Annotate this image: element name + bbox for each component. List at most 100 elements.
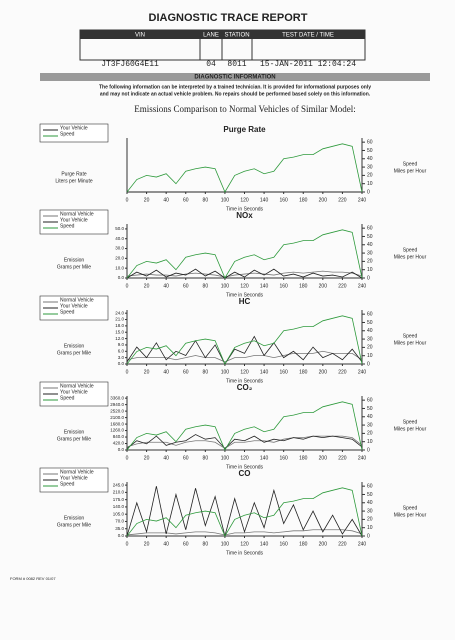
legend-label: Speed [60,223,75,229]
y-tick-label: 140.0 [113,504,125,509]
x-tick-label: 100 [221,369,230,375]
x-tick-label: 80 [203,541,209,547]
y2-tick-label: 40 [367,328,373,334]
series-line [126,486,363,537]
y2-tick-label: 0 [367,275,370,281]
x-tick-label: 100 [221,455,230,461]
column-header: STATION [224,33,249,39]
series-line [126,350,363,363]
y2-tick-label: 10 [367,439,373,445]
x-tick-label: 140 [260,369,269,375]
series-line [126,143,363,193]
x-tick-label: 160 [279,455,288,461]
y-tick-label: 3.0 [118,355,125,360]
x-tick-label: 40 [163,455,169,461]
chart-title: HC [239,297,251,306]
chart-title: Purge Rate [223,125,266,134]
legend-box [39,123,109,143]
legend-label: Normal Vehicle [60,469,94,475]
x-tick-label: 200 [319,197,328,203]
y2-tick-label: 60 [367,225,373,231]
y2-tick-label: 50 [367,492,373,498]
x-tick-label: 40 [163,283,169,289]
series-line [126,315,363,365]
y2-axis-label: Miles per Hour [394,512,427,518]
notice: and may not indicate an actual vehicle p… [100,91,371,97]
y2-tick-label: 40 [367,500,373,506]
x-tick-label: 20 [144,455,150,461]
legend-label: Your Vehicle [60,125,88,131]
y-tick-label: 175.0 [113,497,125,502]
x-tick-label: 140 [260,541,269,547]
y-tick-label: 30.0 [115,246,124,251]
y2-tick-label: 20 [367,431,373,437]
y-tick-label: 18.0 [115,323,124,328]
section-bar [40,73,430,81]
x-tick-label: 20 [144,283,150,289]
y2-tick-label: 20 [367,173,373,179]
y2-tick-label: 0 [367,361,370,367]
series-line [126,435,363,449]
y-tick-label: 35.0 [115,526,124,531]
y2-tick-label: 10 [367,353,373,359]
y2-axis-label: Speed [403,419,418,425]
legend-label: Your Vehicle [60,217,88,223]
x-axis-label: Time in Seconds [226,378,264,384]
x-tick-label: 120 [240,541,249,547]
x-tick-label: 220 [338,541,347,547]
x-tick-label: 180 [299,455,308,461]
y-axis-label: Emission [64,515,85,521]
x-tick-label: 100 [221,541,230,547]
x-tick-label: 80 [203,369,209,375]
x-tick-label: 80 [203,455,209,461]
y-tick-label: 3360.0 [110,395,124,400]
y2-tick-label: 10 [367,525,373,531]
x-tick-label: 80 [203,283,209,289]
x-tick-label: 200 [319,369,328,375]
y-tick-label: 840.0 [113,434,125,439]
y-axis-label: Grams per Mile [57,436,91,442]
legend-label: Your Vehicle [60,303,88,309]
series-line [126,487,363,537]
y-tick-label: 2940.0 [110,402,124,407]
x-tick-label: 60 [183,541,189,547]
column-header: TEST DATE / TIME [282,33,334,39]
x-tick-label: 200 [319,455,328,461]
series-line [126,270,363,278]
y2-tick-label: 30 [367,336,373,342]
y-tick-label: 20.0 [115,256,124,261]
x-tick-label: 120 [240,197,249,203]
y-tick-label: 70.0 [115,519,124,524]
x-tick-label: 0 [126,455,129,461]
y2-tick-label: 30 [367,422,373,428]
x-tick-label: 160 [279,283,288,289]
x-tick-label: 240 [358,197,367,203]
y2-tick-label: 50 [367,406,373,412]
y2-tick-label: 60 [367,311,373,317]
y-tick-label: 40.0 [115,236,124,241]
x-tick-label: 60 [183,369,189,375]
x-tick-label: 140 [260,455,269,461]
legend-label: Normal Vehicle [60,211,94,217]
x-tick-label: 100 [221,197,230,203]
y2-axis-label: Miles per Hour [394,426,427,432]
chart-title: NOx [236,211,253,220]
x-tick-label: 20 [144,197,150,203]
y-tick-label: 245.0 [113,482,125,487]
date-value: 15-JAN-2011 12:04:24 [260,60,356,69]
legend-label: Your Vehicle [60,389,88,395]
x-tick-label: 80 [203,197,209,203]
x-axis-label: Time in Seconds [226,292,264,298]
y-axis-label: Grams per Mile [57,264,91,270]
y2-tick-label: 20 [367,517,373,523]
y-tick-label: 0.0 [118,447,125,452]
x-tick-label: 160 [279,369,288,375]
y-tick-label: 9.0 [118,342,125,347]
station-value: 8011 [227,60,246,69]
x-tick-label: 120 [240,455,249,461]
x-tick-label: 220 [338,197,347,203]
subtitle: Emissions Comparison to Normal Vehicles … [134,104,356,114]
legend-label: Speed [60,131,75,137]
legend-label: Normal Vehicle [60,297,94,303]
